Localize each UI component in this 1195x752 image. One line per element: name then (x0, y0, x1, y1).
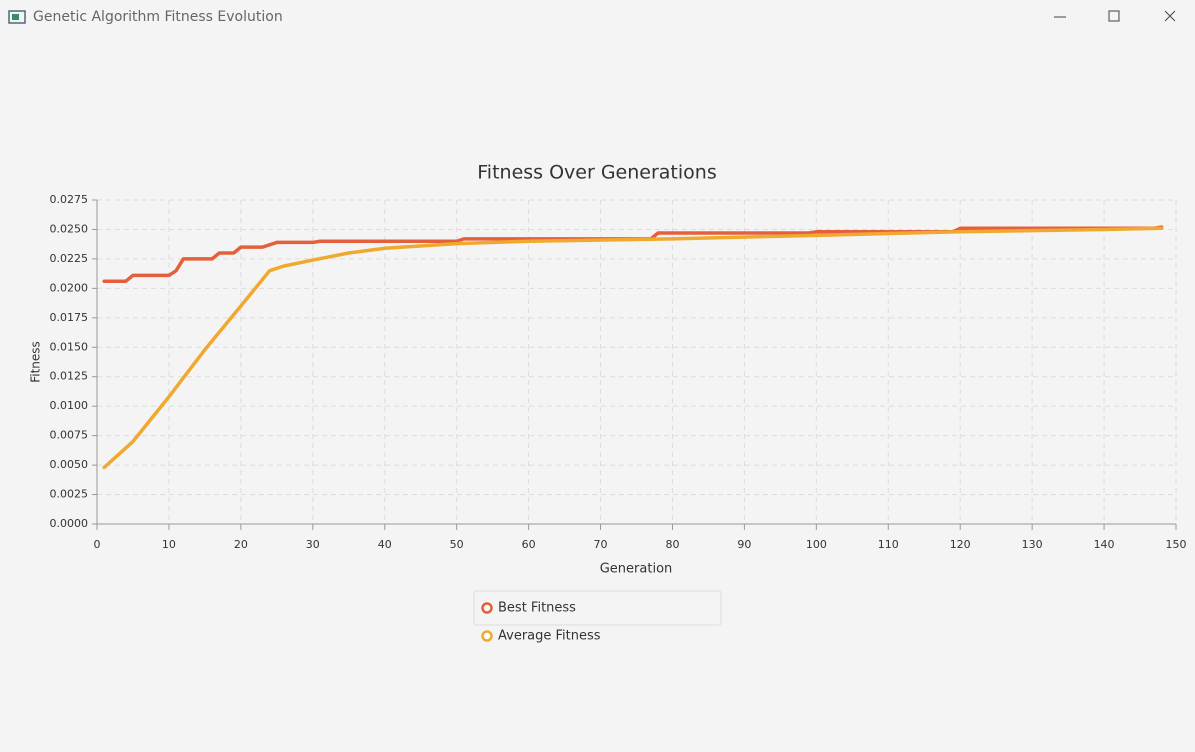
series-line (102, 226, 1164, 470)
legend-symbol (481, 602, 493, 614)
y-tick-label: 0.0000 (50, 517, 89, 530)
y-tick-label: 0.0075 (50, 429, 89, 442)
x-tick-label: 50 (450, 538, 464, 551)
y-tick-label: 0.0125 (50, 370, 89, 383)
y-tick-label: 0.0150 (50, 340, 89, 353)
close-button[interactable] (1164, 10, 1176, 22)
series-line (102, 225, 1164, 284)
legend-label: Average Fitness (498, 629, 601, 644)
x-tick-label: 140 (1094, 538, 1115, 551)
x-tick-label: 40 (378, 538, 392, 551)
app-icon (8, 10, 26, 24)
y-tick-label: 0.0275 (50, 193, 89, 206)
window-title: Genetic Algorithm Fitness Evolution (33, 9, 283, 25)
legend-box (473, 590, 722, 626)
y-tick-label: 0.0100 (50, 399, 89, 412)
x-tick-label: 90 (737, 538, 751, 551)
y-axis-label: Fitness (29, 341, 43, 383)
chart-title: Fitness Over Generations (477, 162, 716, 184)
legend-symbol (481, 630, 493, 642)
y-tick-label: 0.0200 (50, 281, 89, 294)
y-tick-label: 0.0225 (50, 252, 89, 265)
x-tick-label: 20 (234, 538, 248, 551)
maximize-button[interactable] (1108, 10, 1120, 22)
x-tick-label: 150 (1166, 538, 1187, 551)
x-tick-label: 130 (1022, 538, 1043, 551)
x-tick-label: 110 (878, 538, 899, 551)
x-tick-label: 60 (522, 538, 536, 551)
x-tick-label: 10 (162, 538, 176, 551)
legend-label: Best Fitness (498, 601, 576, 616)
x-tick-label: 0 (94, 538, 101, 551)
y-tick-label: 0.0175 (50, 311, 89, 324)
x-axis-label: Generation (600, 562, 673, 577)
y-tick-label: 0.0025 (50, 488, 89, 501)
x-tick-label: 70 (594, 538, 608, 551)
x-tick-label: 30 (306, 538, 320, 551)
x-tick-label: 100 (806, 538, 827, 551)
x-tick-label: 120 (950, 538, 971, 551)
y-tick-label: 0.0050 (50, 458, 89, 471)
y-tick-label: 0.0250 (50, 222, 89, 235)
x-tick-label: 80 (665, 538, 679, 551)
